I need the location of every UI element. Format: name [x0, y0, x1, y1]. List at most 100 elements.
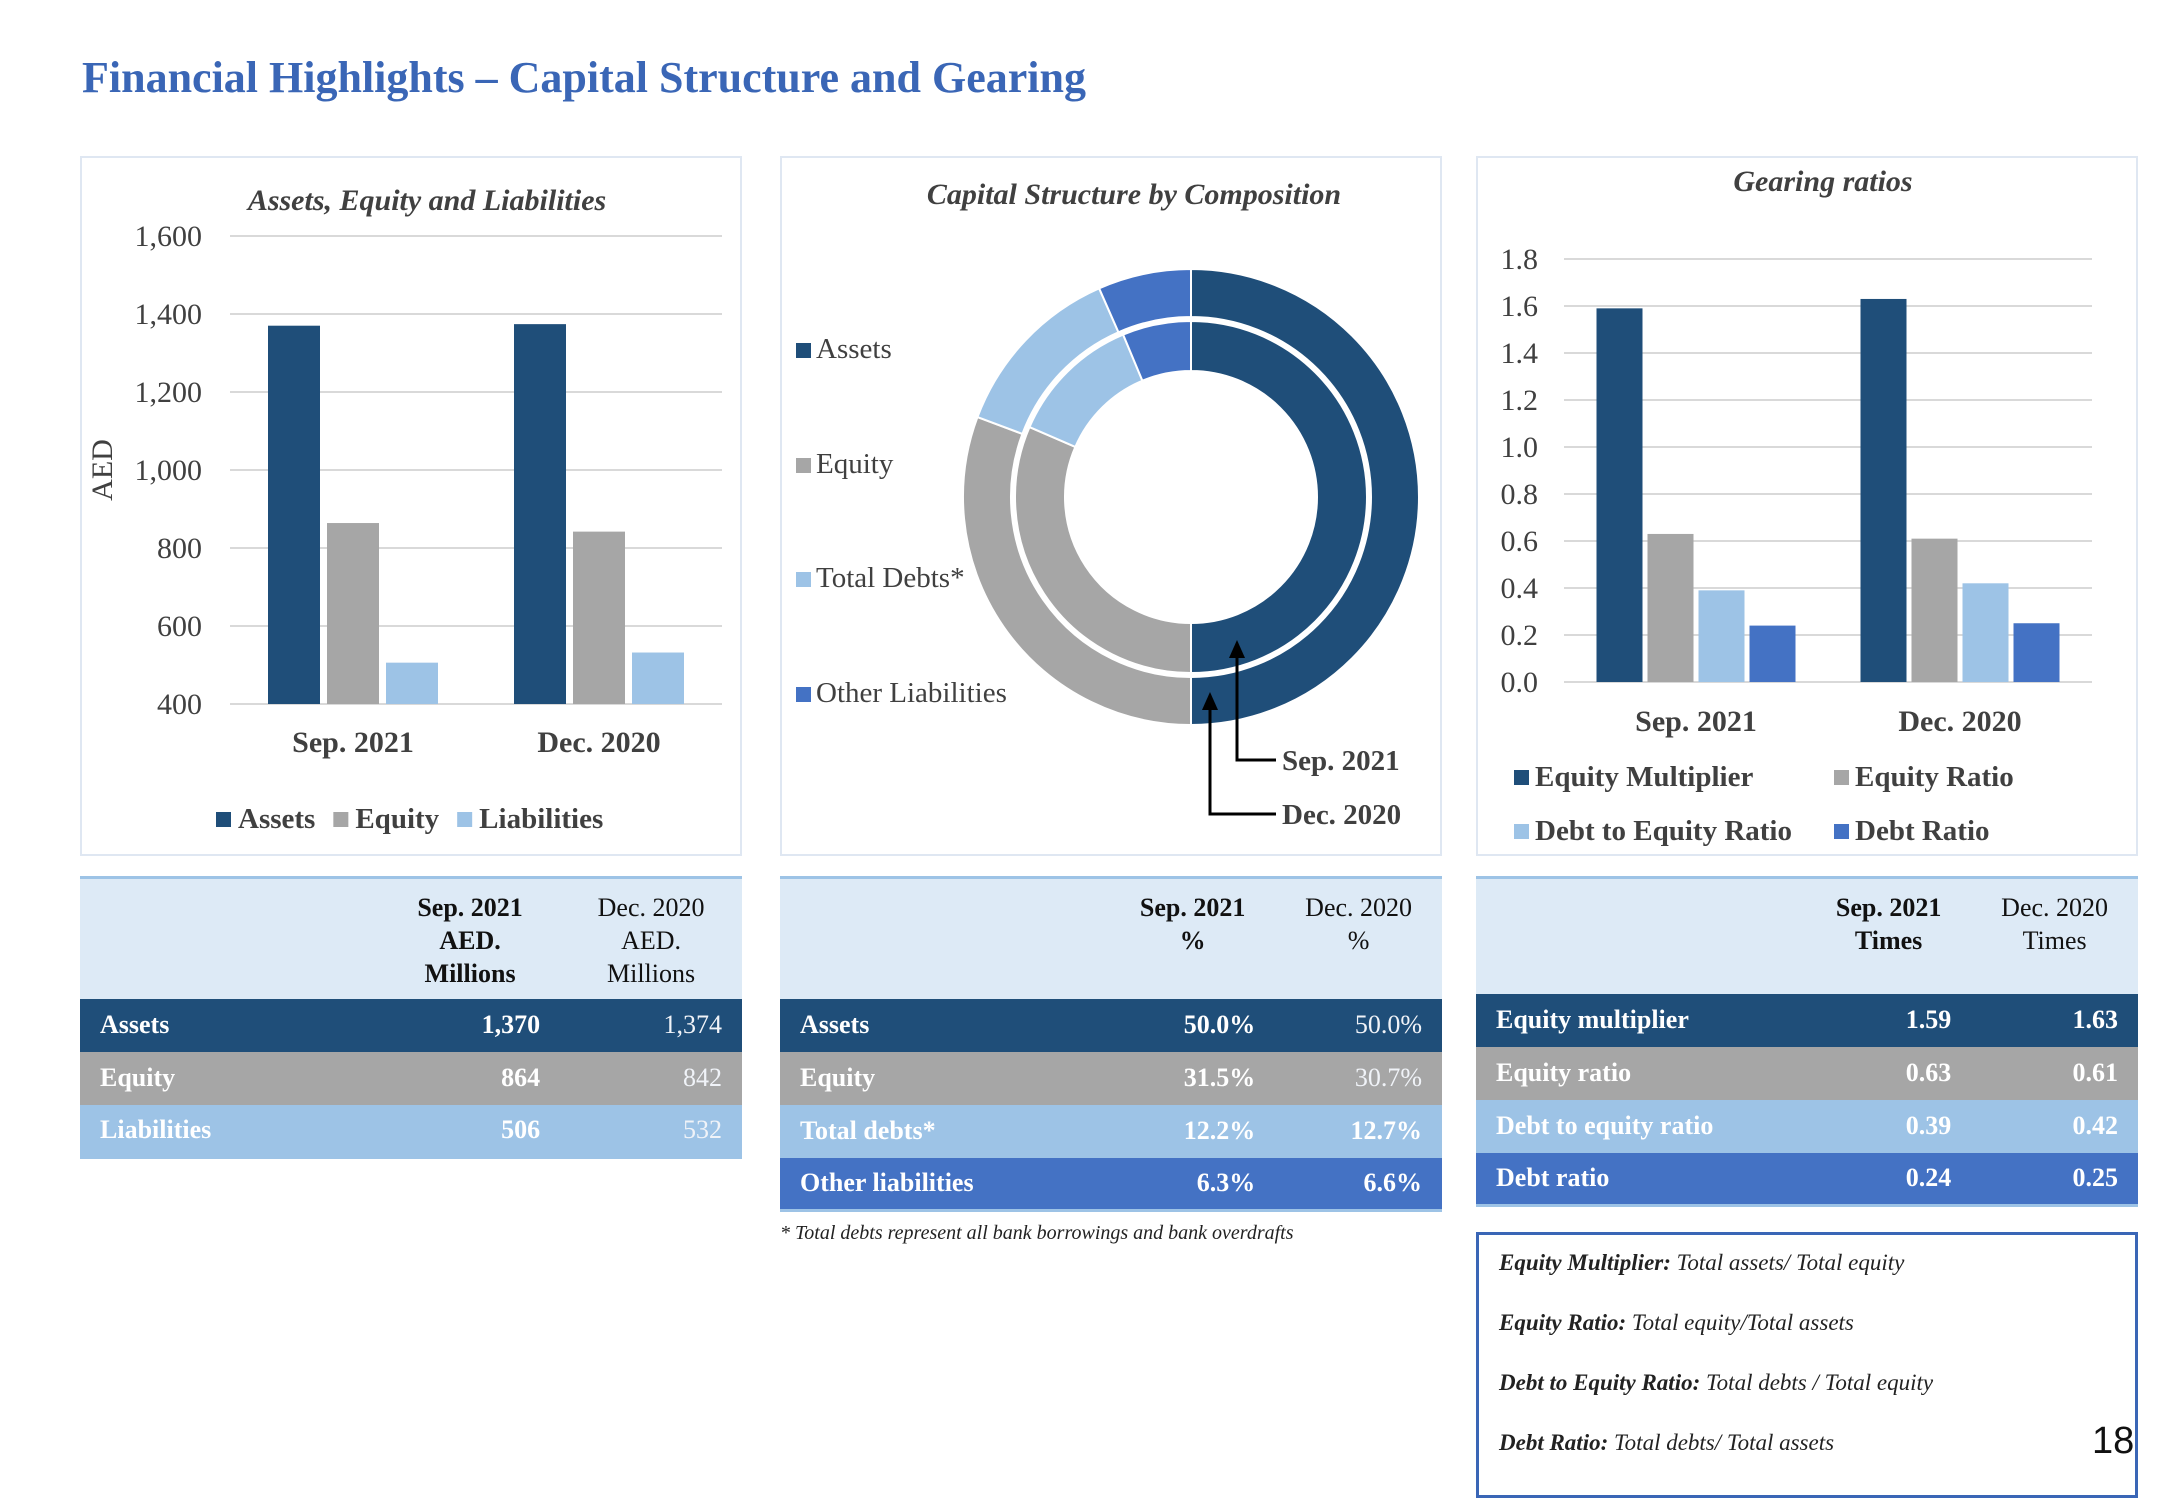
legend-equity-multiplier: Equity Multiplier	[1535, 761, 1753, 793]
legend-swatch-debt-ratio	[1834, 824, 1849, 839]
legend-liabilities: Liabilities	[479, 803, 603, 835]
y-tick-label: 1,000	[135, 454, 203, 487]
legend-total-debts: Total Debts*	[816, 562, 965, 594]
aed-header-dec-2020: Dec. 2020 AED. Millions	[560, 877, 742, 999]
bar-equity-sep-2021	[327, 523, 379, 704]
footnote: * Total debts represent all bank borrowi…	[780, 1222, 1294, 1244]
table-row: Equity 864 842	[80, 1051, 742, 1105]
table-row: Total debts* 12.2% 12.7%	[780, 1104, 1442, 1158]
chart-panel-assets: Assets, Equity and Liabilities AED 1,600 1,…	[80, 156, 742, 856]
y-tick-label: 1.0	[1501, 431, 1539, 464]
table-row: Equity 31.5% 30.7%	[780, 1051, 1442, 1105]
annotation-leader-dec-2020	[1208, 702, 1276, 816]
row-label: Assets	[80, 998, 380, 1052]
y-tick-label: 0.2	[1501, 619, 1539, 652]
y-tick-label: 1.6	[1501, 290, 1539, 323]
bar-equity-multiplier-dec-2020	[1860, 298, 1907, 682]
row-value-dec-2020: 30.7%	[1275, 1051, 1442, 1105]
legend-equity: Equity	[816, 448, 894, 480]
row-value-dec-2020: 6.6%	[1275, 1157, 1442, 1211]
x-tick-label: Sep. 2021	[292, 726, 414, 759]
row-value-dec-2020: 532	[560, 1104, 742, 1158]
table-row: Equity ratio 0.63 0.61	[1476, 1046, 2138, 1100]
assets-equity-liabilities-chart: Assets, Equity and Liabilities AED 1,600 1,…	[86, 184, 722, 835]
chart-panel-capital-structure: Capital Structure by Composition Assets Eq…	[780, 156, 1442, 856]
y-tick-label: 800	[157, 532, 202, 565]
slice-dec-2020-assets	[1190, 267, 1420, 727]
legend-swatch-equity-multiplier	[1514, 770, 1529, 785]
percentage-table: Sep. 2021 % Dec. 2020 % Assets 50.0% 50.…	[780, 876, 1442, 1212]
row-value-sep-2021: 12.2%	[1110, 1104, 1276, 1158]
capital-structure-doughnut-chart: Capital Structure by Composition Assets Eq…	[796, 178, 1420, 831]
legend-debt-ratio: Debt Ratio	[1855, 815, 1990, 847]
row-value-sep-2021: 0.63	[1806, 1046, 1972, 1100]
legend-swatch-debt-to-equity-ratio	[1514, 824, 1529, 839]
y-tick-label: 0.6	[1501, 525, 1539, 558]
row-value-sep-2021: 31.5%	[1110, 1051, 1276, 1105]
times-header-sep-2021: Sep. 2021 Times	[1806, 877, 1972, 994]
row-value-dec-2020: 0.42	[1971, 1099, 2138, 1153]
bar-equity-dec-2020	[573, 531, 625, 704]
legend-debt-to-equity-ratio: Debt to Equity Ratio	[1535, 815, 1792, 847]
legend-equity-ratio: Equity Ratio	[1855, 761, 2014, 793]
y-axis-label: AED	[86, 439, 119, 501]
y-tick-label: 0.4	[1501, 572, 1539, 605]
row-value-dec-2020: 842	[560, 1051, 742, 1105]
slice-sep-2021-equity	[1014, 425, 1192, 675]
annotation-dec-2020: Dec. 2020	[1282, 799, 1401, 831]
row-value-dec-2020: 0.25	[1971, 1152, 2138, 1206]
y-tick-label: 400	[157, 688, 202, 721]
legend-swatch-total-debts	[796, 572, 811, 587]
annotation-sep-2021: Sep. 2021	[1282, 745, 1400, 777]
row-label: Equity	[80, 1051, 380, 1105]
row-label: Liabilities	[80, 1104, 380, 1158]
row-value-dec-2020: 50.0%	[1275, 998, 1442, 1052]
row-value-sep-2021: 506	[380, 1104, 561, 1158]
bar-debt-to-equity-ratio-dec-2020	[1962, 583, 2009, 682]
legend-swatch-assets	[216, 812, 231, 827]
bar-debt-ratio-dec-2020	[2013, 623, 2060, 682]
row-value-dec-2020: 1.63	[1971, 993, 2138, 1047]
y-tick-label: 1.8	[1501, 243, 1539, 276]
legend-assets: Assets	[238, 803, 315, 835]
x-tick-label: Sep. 2021	[1635, 705, 1757, 738]
legend-equity: Equity	[355, 803, 439, 835]
row-value-sep-2021: 1.59	[1806, 993, 1972, 1047]
y-tick-label: 1,400	[135, 298, 203, 331]
chart-title: Gearing ratios	[1733, 165, 1912, 198]
definition-equity-ratio: Equity Ratio: Total equity/Total assets	[1499, 1310, 1854, 1335]
annotation-arrow-sep-2021	[1229, 640, 1245, 658]
row-value-sep-2021: 0.39	[1806, 1099, 1972, 1153]
legend-swatch-equity-ratio	[1834, 770, 1849, 785]
chart-title: Assets, Equity and Liabilities	[246, 184, 606, 217]
table-row: Liabilities 506 532	[80, 1104, 742, 1158]
slice-sep-2021-other-liabilities	[1121, 319, 1192, 383]
y-tick-label: 1.4	[1501, 337, 1539, 370]
legend-swatch-other-liabilities	[796, 687, 811, 702]
row-label: Equity multiplier	[1476, 993, 1806, 1047]
legend-assets: Assets	[816, 333, 892, 365]
y-tick-label: 600	[157, 610, 202, 643]
table-row: Debt ratio 0.24 0.25	[1476, 1152, 2138, 1206]
page-title: Financial Highlights – Capital Structure…	[82, 53, 1086, 102]
row-value-dec-2020: 1,374	[560, 998, 742, 1052]
row-label: Debt ratio	[1476, 1152, 1806, 1206]
bar-equity-ratio-sep-2021	[1647, 533, 1694, 682]
pct-header-sep-2021: Sep. 2021 %	[1110, 877, 1276, 999]
annotation-arrow-dec-2020	[1202, 692, 1218, 710]
x-tick-label: Dec. 2020	[537, 726, 660, 759]
slice-sep-2021-assets	[1190, 319, 1368, 675]
table-row: Other liabilities 6.3% 6.6%	[780, 1157, 1442, 1211]
row-value-dec-2020: 12.7%	[1275, 1104, 1442, 1158]
legend-swatch-liabilities	[457, 812, 473, 827]
y-tick-label: 1.2	[1501, 384, 1539, 417]
y-tick-label: 1,200	[135, 376, 203, 409]
table-row: Debt to equity ratio 0.39 0.42	[1476, 1099, 2138, 1153]
row-label: Total debts*	[780, 1104, 1110, 1158]
definition-debt-ratio: Debt Ratio: Total debts/ Total assets	[1499, 1430, 1835, 1455]
row-value-sep-2021: 50.0%	[1110, 998, 1276, 1052]
times-header-dec-2020: Dec. 2020 Times	[1971, 877, 2138, 994]
gearing-table: Sep. 2021 Times Dec. 2020 Times Equity m…	[1476, 876, 2138, 1207]
slice-dec-2020-other-liabilities	[1097, 267, 1192, 334]
bar-debt-ratio-sep-2021	[1749, 625, 1796, 682]
